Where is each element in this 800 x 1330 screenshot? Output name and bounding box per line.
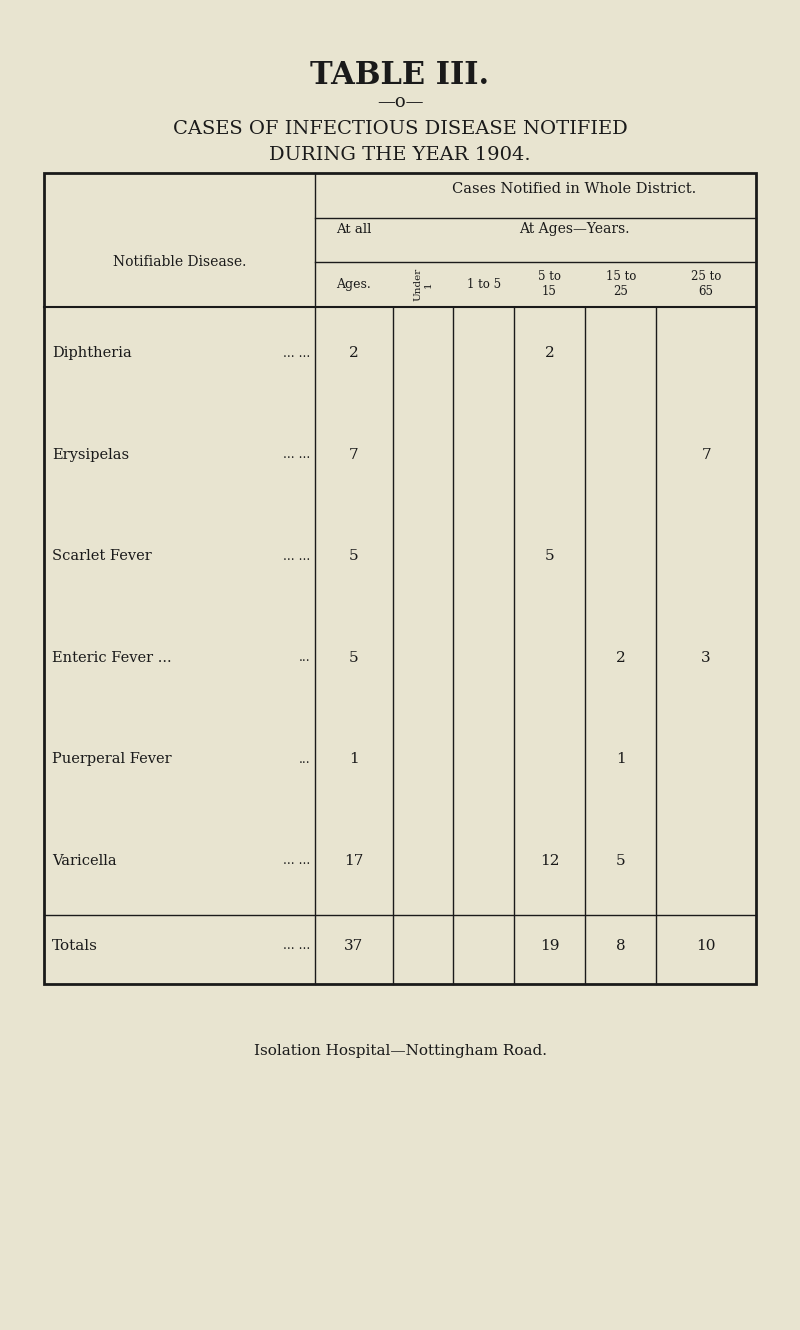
Text: 17: 17 bbox=[344, 854, 363, 867]
Text: 19: 19 bbox=[540, 939, 559, 952]
Text: 5: 5 bbox=[349, 549, 358, 564]
Text: 3: 3 bbox=[702, 650, 711, 665]
Text: 8: 8 bbox=[616, 939, 626, 952]
Text: 37: 37 bbox=[344, 939, 363, 952]
Text: 1 to 5: 1 to 5 bbox=[466, 278, 501, 291]
Text: DURING THE YEAR 1904.: DURING THE YEAR 1904. bbox=[269, 146, 531, 165]
Text: 7: 7 bbox=[349, 448, 358, 462]
Text: Enteric Fever ...: Enteric Fever ... bbox=[52, 650, 172, 665]
Text: Notifiable Disease.: Notifiable Disease. bbox=[113, 255, 246, 269]
Text: 12: 12 bbox=[540, 854, 559, 867]
Text: At Ages—Years.: At Ages—Years. bbox=[519, 222, 630, 237]
Text: 5: 5 bbox=[616, 854, 626, 867]
Text: TABLE III.: TABLE III. bbox=[310, 60, 490, 90]
Text: Puerperal Fever: Puerperal Fever bbox=[52, 753, 172, 766]
Text: Under
1: Under 1 bbox=[414, 267, 433, 301]
Text: 7: 7 bbox=[702, 448, 711, 462]
Text: ...: ... bbox=[299, 652, 310, 664]
Text: Totals: Totals bbox=[52, 939, 98, 952]
Text: ... ...: ... ... bbox=[283, 549, 310, 563]
Text: 2: 2 bbox=[349, 347, 358, 360]
Text: ... ...: ... ... bbox=[283, 939, 310, 952]
Text: 5: 5 bbox=[349, 650, 358, 665]
Text: ...: ... bbox=[299, 753, 310, 766]
Text: At all: At all bbox=[336, 222, 371, 235]
Text: 1: 1 bbox=[616, 753, 626, 766]
Text: 5 to
15: 5 to 15 bbox=[538, 270, 561, 298]
Text: 25 to
65: 25 to 65 bbox=[691, 270, 722, 298]
Text: ... ...: ... ... bbox=[283, 854, 310, 867]
Text: 10: 10 bbox=[697, 939, 716, 952]
Text: —o—: —o— bbox=[377, 93, 423, 112]
Text: Cases Notified in Whole District.: Cases Notified in Whole District. bbox=[452, 182, 697, 196]
Text: 5: 5 bbox=[545, 549, 554, 564]
Text: CASES OF INFECTIOUS DISEASE NOTIFIED: CASES OF INFECTIOUS DISEASE NOTIFIED bbox=[173, 120, 627, 138]
Text: Isolation Hospital—Nottingham Road.: Isolation Hospital—Nottingham Road. bbox=[254, 1044, 546, 1059]
Text: 15 to
25: 15 to 25 bbox=[606, 270, 636, 298]
Text: 1: 1 bbox=[349, 753, 358, 766]
Text: 2: 2 bbox=[545, 347, 554, 360]
Text: 2: 2 bbox=[616, 650, 626, 665]
Text: Ages.: Ages. bbox=[336, 278, 371, 291]
Text: Scarlet Fever: Scarlet Fever bbox=[52, 549, 152, 564]
Text: ... ...: ... ... bbox=[283, 448, 310, 462]
Text: Diphtheria: Diphtheria bbox=[52, 347, 132, 360]
Text: Erysipelas: Erysipelas bbox=[52, 448, 129, 462]
Text: Varicella: Varicella bbox=[52, 854, 117, 867]
Text: ... ...: ... ... bbox=[283, 347, 310, 360]
